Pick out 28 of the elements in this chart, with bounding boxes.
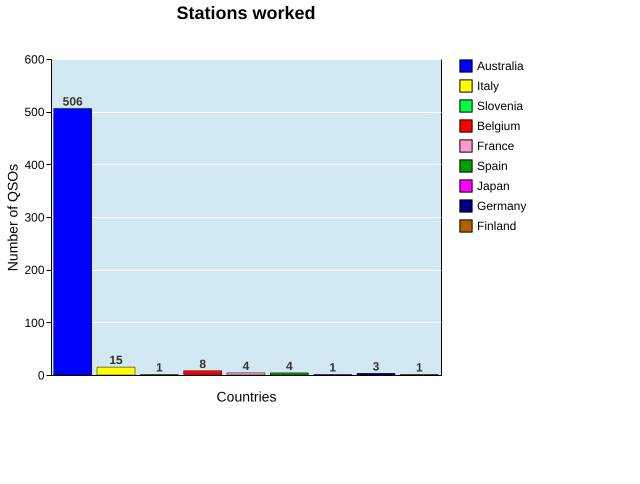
data-label: 4 xyxy=(286,358,293,373)
legend-label: Slovenia xyxy=(477,99,524,113)
legend-label: Finland xyxy=(477,219,516,233)
legend-label: Italy xyxy=(477,79,500,93)
data-label: 1 xyxy=(156,360,163,374)
y-tick-label: 200 xyxy=(24,263,45,278)
y-tick-label: 500 xyxy=(24,105,45,120)
chart-title: Stations worked xyxy=(176,3,316,23)
y-tick-label: 100 xyxy=(24,316,45,330)
y-tick-label: 0 xyxy=(38,368,45,382)
legend-label: Belgium xyxy=(477,119,520,133)
data-label: 8 xyxy=(199,356,206,371)
legend-label: Germany xyxy=(477,199,526,213)
y-tick-label: 300 xyxy=(24,210,45,224)
data-label: 3 xyxy=(372,359,380,374)
x-axis-title: Countries xyxy=(216,388,276,404)
legend-label: France xyxy=(477,139,515,153)
data-label: 15 xyxy=(109,353,123,368)
data-label: 1 xyxy=(416,360,423,374)
legend-label: Japan xyxy=(477,179,510,193)
legend-label: Australia xyxy=(477,59,524,73)
legend-label: Spain xyxy=(477,159,508,173)
data-label: 506 xyxy=(62,94,83,109)
y-tick-label: 600 xyxy=(24,52,45,66)
y-axis-title: Number of QSOs xyxy=(4,164,20,272)
data-label: 4 xyxy=(242,358,250,373)
y-tick-label: 400 xyxy=(24,158,45,172)
data-label: 1 xyxy=(329,360,336,374)
